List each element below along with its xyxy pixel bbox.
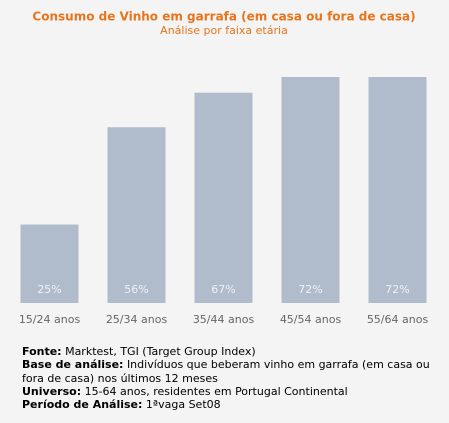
note-text: 1ªvaga Set08	[145, 398, 221, 412]
note-label: Universo:	[22, 384, 82, 398]
note-text: Indivíduos que beberam vinho em garrafa …	[22, 358, 430, 385]
x-tick-label: 55/64 anos	[367, 313, 429, 326]
bar	[194, 92, 253, 303]
note: Universo: 15-64 anos, residentes em Port…	[22, 385, 442, 398]
bar	[20, 224, 79, 303]
value-label: 72%	[298, 283, 322, 296]
value-label: 67%	[211, 283, 235, 296]
x-tick-label: 25/34 anos	[106, 313, 168, 326]
x-tick-label: 45/54 anos	[280, 313, 342, 326]
note-label: Período de Análise:	[22, 398, 143, 412]
chart-title: Consumo de Vinho em garrafa (em casa ou …	[32, 10, 415, 24]
note-label: Fonte:	[22, 345, 62, 358]
notes: Fonte: Marktest, TGI (Target Group Index…	[22, 345, 442, 411]
note-text: 15-64 anos, residentes em Portugal Conti…	[84, 384, 348, 398]
note: Período de Análise: 1ªvaga Set08	[22, 398, 442, 411]
chart-subtitle: Análise por faixa etária	[160, 24, 288, 37]
note-label: Base de análise:	[22, 358, 124, 372]
value-label: 72%	[385, 283, 409, 296]
value-label: 56%	[124, 283, 148, 296]
note-text: Marktest, TGI (Target Group Index)	[65, 345, 256, 358]
note: Fonte: Marktest, TGI (Target Group Index…	[22, 345, 442, 358]
x-tick-label: 35/44 anos	[193, 313, 255, 326]
bar	[368, 77, 427, 303]
note: Base de análise: Indivíduos que beberam …	[22, 358, 442, 385]
x-tick-label: 15/24 anos	[19, 313, 81, 326]
bar	[107, 127, 166, 303]
value-label: 25%	[37, 283, 61, 296]
chart: Consumo de Vinho em garrafa (em casa ou …	[19, 10, 429, 327]
bar	[281, 77, 340, 303]
